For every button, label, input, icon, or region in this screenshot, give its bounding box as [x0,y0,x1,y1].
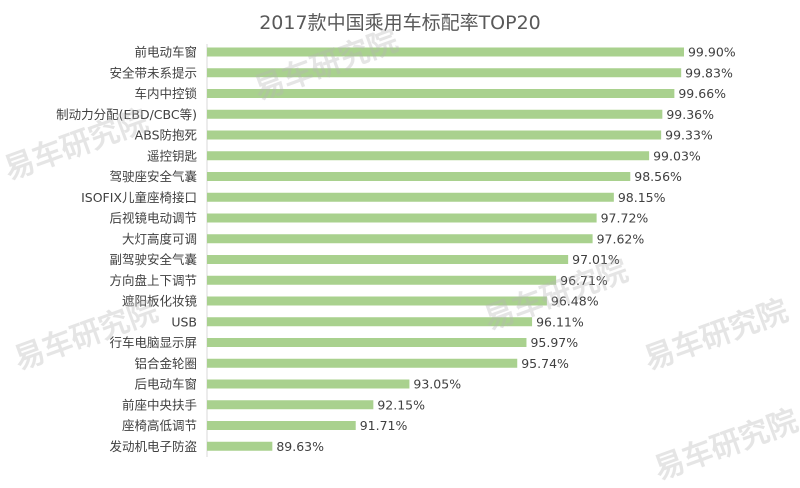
bar [207,89,675,98]
category-label: 前座中央扶手 [122,397,197,412]
bar [207,192,614,202]
data-label: 99.03% [653,148,701,163]
bar [207,296,547,306]
category-label: 铝合金轮圈 [134,356,197,371]
category-label: ISOFIX儿童座椅接口 [81,190,197,205]
bar [207,234,593,244]
bar [207,213,597,223]
data-label: 98.56% [634,169,682,184]
data-label: 98.15% [618,190,666,205]
category-label: 制动力分配(EBD/CBC等) [56,107,197,122]
data-label: 95.97% [530,335,578,350]
data-label: 96.48% [551,294,599,309]
bar [207,130,662,140]
bar [207,255,569,264]
bar [207,338,527,347]
category-label: ABS防抱死 [135,128,197,143]
bar [207,68,682,78]
chart-title: 2017款中国乘用车标配率TOP20 [259,12,541,34]
chart: 2017款中国乘用车标配率TOP20 前电动车窗 99.90% 安全带未系提示 99.… [0,12,800,487]
bar [207,441,273,451]
data-label: 99.83% [685,65,733,80]
category-label: 副驾驶安全气囊 [109,252,197,267]
bar [207,400,374,410]
bar [207,358,518,368]
category-label: 座椅高低调节 [122,418,197,433]
data-label: 89.63% [276,439,324,454]
category-label: 后电动车窗 [134,377,197,392]
category-label: 后视镜电动调节 [109,211,197,226]
data-label: 95.74% [521,356,569,371]
data-label: 96.71% [560,273,608,288]
bar-chart-plot: 前电动车窗 99.90% 安全带未系提示 99.83% 车内中控锁 99.66% 制动力分配… [56,44,736,457]
category-label: 遮阳板化妆镜 [122,294,198,309]
category-label: 大灯高度可调 [122,231,197,246]
data-label: 97.01% [572,252,620,267]
category-label: 安全带未系提示 [109,65,197,80]
data-label: 91.71% [360,418,408,433]
category-label: 发动机电子防盗 [109,439,197,454]
bar [207,317,533,327]
data-label: 97.72% [601,211,649,226]
bar [207,172,631,181]
bar [207,47,684,57]
data-label: 93.05% [413,377,461,392]
data-label: 97.62% [597,231,645,246]
category-label: USB [171,314,197,329]
category-label: 车内中控锁 [134,86,197,101]
bar [207,275,557,285]
bar [207,421,356,430]
category-label: 方向盘上下调节 [109,273,197,288]
data-label: 92.15% [377,397,425,412]
data-label: 99.66% [678,86,726,101]
category-label: 遥控钥匙 [147,148,198,163]
bar [207,379,410,389]
data-label: 99.90% [688,45,736,60]
data-label: 96.11% [536,314,584,329]
category-label: 行车电脑显示屏 [109,335,197,350]
data-label: 99.36% [666,107,714,122]
data-label: 99.33% [665,128,713,143]
bar [207,151,650,161]
bar [207,109,663,119]
category-label: 前电动车窗 [134,45,197,60]
category-label: 驾驶座安全气囊 [109,169,197,184]
